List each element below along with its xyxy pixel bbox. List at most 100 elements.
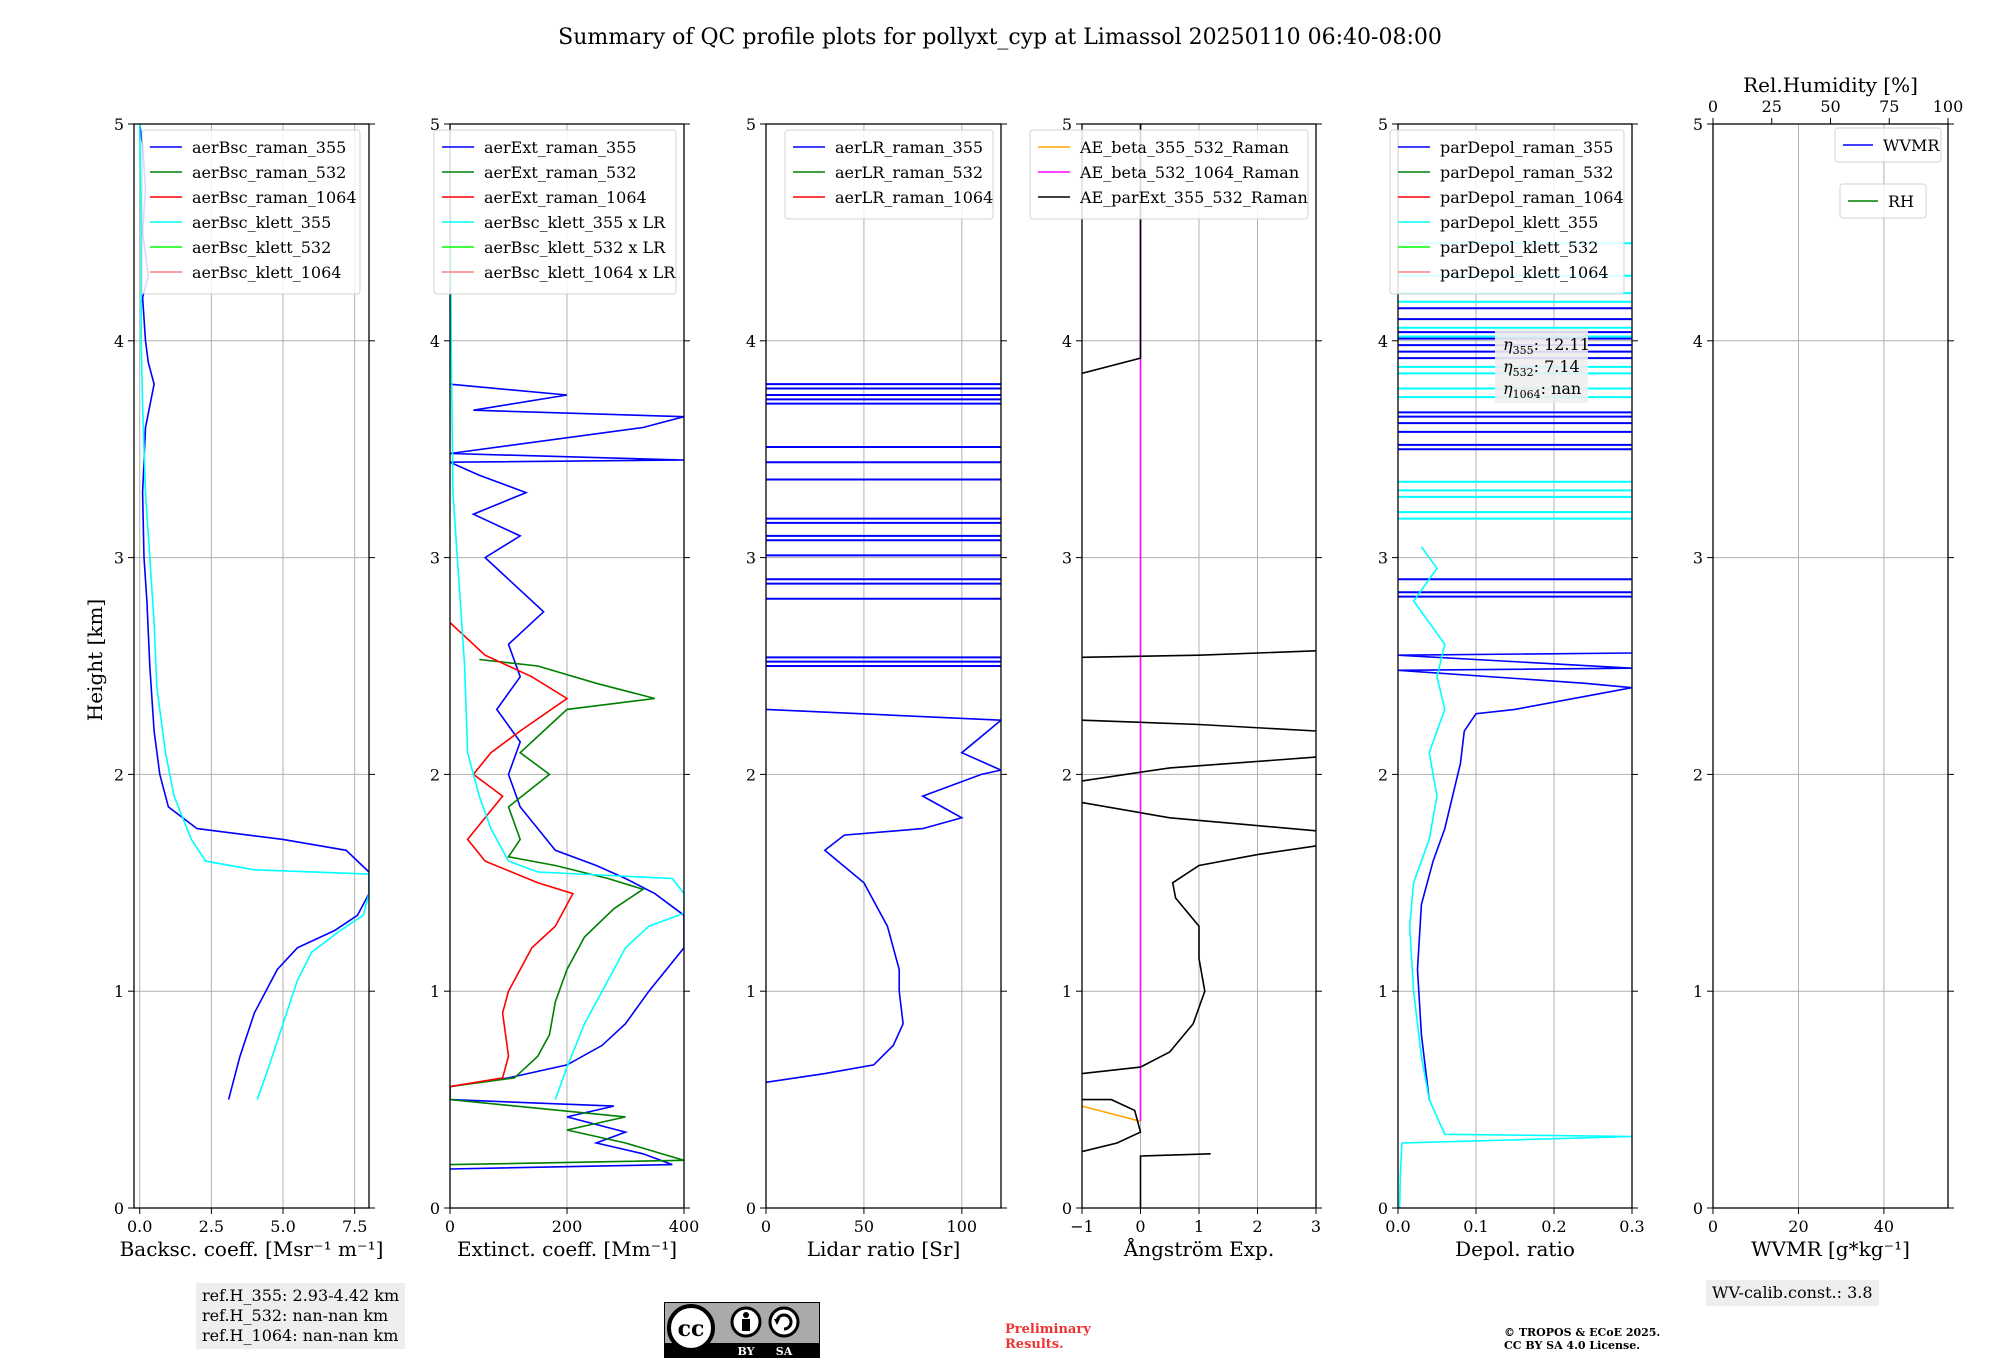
y-axis-label: Height [km]: [83, 599, 107, 721]
x-tick-label: 400: [669, 1217, 700, 1236]
y-tick-label: 4: [1693, 332, 1703, 351]
cc-by-label: BY: [738, 1345, 755, 1358]
x-axis-label: Backsc. coeff. [Msr⁻¹ m⁻¹]: [120, 1237, 384, 1261]
y-tick-label: 2: [1378, 765, 1388, 784]
cc-icon: [667, 1304, 715, 1352]
series-aerBsc_klett_355 x LR: [450, 124, 684, 1100]
x-tick-label: 0.0: [127, 1217, 152, 1236]
legend-label: parDepol_klett_1064: [1440, 263, 1609, 282]
legend-label: aerBsc_klett_1064 x LR: [484, 263, 676, 282]
x-tick-label: 0.2: [1541, 1217, 1566, 1236]
x-tick-label: 100: [947, 1217, 978, 1236]
series-AE_parExt_355_532_Raman: [1082, 1098, 1142, 1153]
legend-label: aerBsc_klett_355: [192, 213, 331, 232]
series-AE_parExt_355_532_Raman_d: [1082, 801, 1316, 832]
svg-text:cc: cc: [678, 1316, 705, 1342]
x-tick-label: 2.5: [199, 1217, 224, 1236]
legend-label: aerBsc_klett_532 x LR: [484, 238, 666, 257]
legend-label: aerExt_raman_355: [484, 138, 637, 157]
y-tick-label: 2: [430, 765, 440, 784]
legend-depol: parDepol_raman_355 parDepol_raman_532 parD…: [1389, 129, 1625, 295]
legend-ae: AE_beta_355_532_Raman AE_beta_532_1064_Ra…: [1029, 129, 1309, 220]
x-tick-label: 0: [445, 1217, 455, 1236]
panel-depol: 0.0 0.1 0.2 0.3 0 1 2 3 4 5 Depol. ratio parDepol_r…: [1378, 115, 1645, 1261]
x-tick-label: 7.5: [342, 1217, 367, 1236]
y-tick-label: 1: [1693, 982, 1703, 1001]
cc-by-sa-badge: cc BY SA: [664, 1302, 820, 1358]
axes-frame: [1397, 123, 1633, 1209]
legend-label: AE_beta_355_532_Raman: [1079, 138, 1289, 157]
y-tick-label: 3: [746, 549, 756, 568]
x2-tick-label: 25: [1762, 97, 1782, 116]
y-tick-label: 1: [430, 982, 440, 1001]
ref-height-532: ref.H_532: nan-nan km: [202, 1306, 389, 1325]
y-tick-label: 5: [1693, 115, 1703, 134]
series-AE_parExt_355_532_Raman_c: [1082, 845, 1316, 1075]
x2-tick-label: 75: [1879, 97, 1899, 116]
y-tick-label: 2: [746, 765, 756, 784]
series-aerExt_raman_355: [450, 383, 684, 1170]
x-axis-label: Extinct. coeff. [Mm⁻¹]: [457, 1237, 677, 1261]
legend-label: parDepol_raman_1064: [1440, 188, 1624, 207]
preliminary-results-note: Preliminary Results.: [1005, 1322, 1091, 1352]
x-tick-label: 40: [1874, 1217, 1894, 1236]
x-tick-label: 50: [854, 1217, 874, 1236]
series-AE_parExt_355_532_Raman_g: [1082, 650, 1316, 659]
legend-WVMR: WVMR: [1834, 127, 1942, 163]
panel-lr: 0 50 100 0 1 2 3 4 5 Lidar ratio [Sr] aerLR_raman_…: [746, 115, 1007, 1261]
y-tick-label: 5: [430, 115, 440, 134]
x2-tick-label: 50: [1820, 97, 1840, 116]
legend-label: aerBsc_raman_532: [192, 163, 346, 182]
x-tick-label: 0: [1135, 1217, 1145, 1236]
y-tick-label: 3: [114, 549, 124, 568]
eta-1064: η1064: nan: [1503, 379, 1581, 401]
legend-label: WVMR: [1883, 136, 1940, 155]
copyright-note: © TROPOS & ECoE 2025. CC BY SA 4.0 Licen…: [1504, 1326, 1661, 1352]
x-axis-label: Lidar ratio [Sr]: [807, 1237, 961, 1261]
y-tick-label: 2: [1062, 765, 1072, 784]
legend-label: aerLR_raman_532: [835, 163, 983, 182]
y-tick-label: 1: [114, 982, 124, 1001]
legend-label: AE_beta_532_1064_Raman: [1079, 163, 1299, 182]
y-tick-label: 0: [1062, 1199, 1072, 1218]
reference-height-box: ref.H_355: 2.93-4.42 km ref.H_532: nan-n…: [196, 1283, 406, 1349]
legend-label: RH: [1888, 192, 1914, 211]
figure-title: Summary of QC profile plots for pollyxt_…: [558, 25, 1442, 50]
series-aerLR_raman_355: [766, 708, 1001, 1084]
series-aerExt_raman_532: [450, 658, 684, 1166]
legend-label: AE_parExt_355_532_Raman: [1079, 188, 1308, 207]
legend-label: parDepol_raman_532: [1440, 163, 1613, 182]
y-tick-label: 4: [1378, 332, 1388, 351]
series-parDepol_klett_355: [1398, 546, 1632, 1208]
legend-label: aerBsc_raman_355: [192, 138, 346, 157]
ref-height-1064: ref.H_1064: nan-nan km: [202, 1326, 399, 1345]
legend-label: parDepol_klett_532: [1440, 238, 1598, 257]
series-aerBsc_klett_355: [138, 124, 369, 1100]
x-tick-label: 0: [1708, 1217, 1718, 1236]
series-AE_parExt_355_532_Raman_b: [1139, 1153, 1211, 1208]
x-axis-label: Ångström Exp.: [1123, 1236, 1274, 1261]
y-tick-label: 0: [114, 1199, 124, 1218]
legend-ext: aerExt_raman_355 aerExt_raman_532 aerExt_r…: [433, 129, 677, 295]
x-tick-label: 200: [552, 1217, 583, 1236]
y-tick-label: 4: [430, 332, 440, 351]
axes-frame: [133, 123, 370, 1209]
y-tick-label: 4: [746, 332, 756, 351]
y-tick-label: 1: [746, 982, 756, 1001]
series-aerExt_raman_1064: [450, 622, 575, 1088]
share-alike-icon: [768, 1306, 800, 1338]
y-tick-label: 4: [1062, 332, 1072, 351]
y-tick-label: 3: [1378, 549, 1388, 568]
legend-label: parDepol_klett_355: [1440, 213, 1598, 232]
x2-axis-label: Rel.Humidity [%]: [1743, 73, 1918, 97]
x-tick-label: −1: [1070, 1217, 1094, 1236]
y-tick-label: 3: [1693, 549, 1703, 568]
x-tick-label: 20: [1788, 1217, 1808, 1236]
x2-tick-label: 0: [1708, 97, 1718, 116]
x-axis-label: WVMR [g*kg⁻¹]: [1751, 1237, 1910, 1261]
series-AE_parExt_355_532_Raman_f: [1082, 719, 1316, 732]
y-tick-label: 0: [746, 1199, 756, 1218]
y-tick-label: 5: [114, 115, 124, 134]
